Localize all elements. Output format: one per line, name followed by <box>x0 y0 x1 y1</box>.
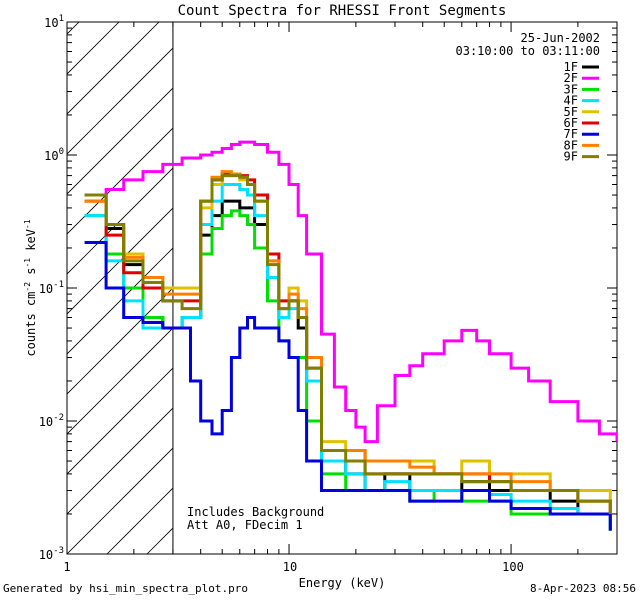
svg-text:counts cm-2 s-1 keV-1: counts cm-2 s-1 keV-1 <box>23 219 38 356</box>
legend-label-4F: 4F <box>564 94 578 108</box>
axis-ticks <box>66 21 618 555</box>
series-line-6F <box>84 172 612 514</box>
footer-generated-by: Generated by hsi_min_spectra_plot.pro <box>3 582 249 595</box>
legend-label-2F: 2F <box>564 71 578 85</box>
time-range-label: 03:10:00 to 03:11:00 <box>456 44 601 58</box>
series-line-5F <box>84 174 612 514</box>
chart-title: Count Spectra for RHESSI Front Segments <box>178 3 507 19</box>
series-line-8F <box>84 170 612 514</box>
hatch-line <box>67 207 173 315</box>
x-tick-label-1: 1 <box>63 560 70 574</box>
date-label: 25-Jun-2002 <box>521 31 600 45</box>
hatch-line <box>67 407 173 515</box>
hatch-line <box>67 447 173 554</box>
hatch-line <box>0 0 107 554</box>
hatch-line <box>67 22 160 115</box>
y-tick-labels: 10-3 10-2 10-1 100 101 <box>39 14 64 562</box>
legend-label-6F: 6F <box>564 116 578 130</box>
legend-label-1F: 1F <box>564 60 578 74</box>
y-axis-label: counts cm-2 s-1 keV-1 <box>23 219 38 356</box>
series-line-9F <box>84 174 612 514</box>
series-line-7F <box>84 241 612 531</box>
y-tick-label: 10-3 <box>39 546 64 562</box>
hatch-line <box>67 47 173 155</box>
x-axis-label: Energy (keV) <box>299 576 386 590</box>
legend-label-8F: 8F <box>564 138 578 152</box>
hatch-line <box>67 287 173 395</box>
hatch-line <box>67 367 173 475</box>
legend-label-3F: 3F <box>564 82 578 96</box>
series-line-2F <box>84 140 617 444</box>
hatch-line <box>67 167 173 275</box>
y-tick-label: 10-2 <box>39 413 64 429</box>
hatch-line <box>67 247 173 355</box>
y-tick-label: 10-1 <box>39 280 64 296</box>
footer-timestamp: 8-Apr-2023 08:56 <box>530 582 636 595</box>
hatch-line <box>67 22 120 75</box>
x-tick-label-100: 100 <box>502 560 524 574</box>
legend-label-5F: 5F <box>564 105 578 119</box>
series-line-4F <box>84 183 612 531</box>
hatch-line <box>67 127 173 235</box>
x-tick-label-10: 10 <box>283 560 297 574</box>
annotation-attenuator: Att A0, FDecim 1 <box>187 518 303 532</box>
legend-label-9F: 9F <box>564 150 578 164</box>
y-tick-label: 100 <box>44 147 64 163</box>
hatch-line <box>106 487 173 554</box>
series-group <box>84 140 617 531</box>
annotation-background: Includes Background <box>187 505 324 519</box>
legend-label-7F: 7F <box>564 127 578 141</box>
y-tick-label: 101 <box>44 14 64 30</box>
